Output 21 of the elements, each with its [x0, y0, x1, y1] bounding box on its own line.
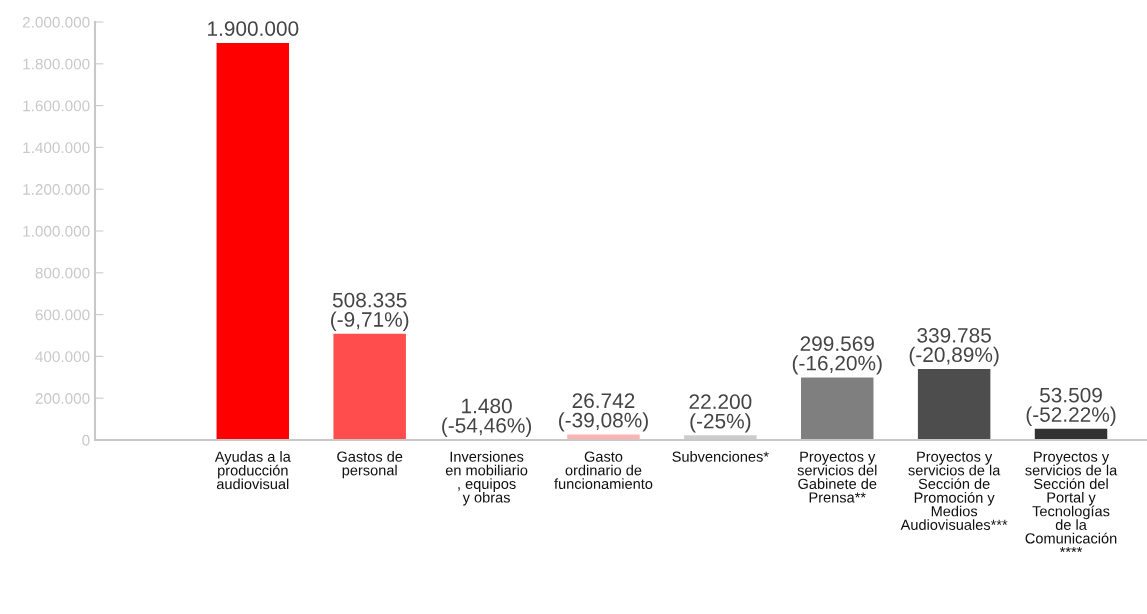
data-label: 339.785 (-20,89%) — [909, 327, 999, 367]
data-label: 299.569 (-16,20%) — [792, 336, 882, 375]
x-tick-label: Proyectos y servicios de la Sección del Portal y Tecnologías de la Comunicación **** — [1025, 451, 1118, 553]
x-tick-label: Ayudas a la producción audiovisual — [214, 451, 291, 490]
x-tick-label: Proyectos y servicios de la Sección de Promoción y Medios Audiovisuales*** — [900, 451, 1008, 530]
bar — [917, 368, 991, 440]
x-tick-label: Gasto ordinario de funcionamiento — [554, 451, 653, 490]
data-label: 22.200 (-25%) — [689, 394, 752, 433]
data-label: 1.900.000 — [208, 21, 299, 36]
bar — [567, 434, 640, 440]
data-label: 508.335 (-9,71%) — [331, 292, 409, 331]
x-tick-label: Proyectos y servicios del Gabinete de Prensa** — [797, 451, 877, 503]
x-tick-label: Subvenciones* — [672, 451, 769, 462]
data-label: 1.480 (-54,46%) — [442, 398, 532, 437]
x-tick-label: Gastos de personal — [337, 451, 403, 479]
data-label: 53.509 (-52.22%) — [1026, 387, 1116, 427]
bar — [333, 333, 406, 440]
data-label: 26.742 (-39,08%) — [559, 393, 648, 432]
bar — [801, 377, 874, 440]
bar — [216, 42, 290, 440]
x-tick-label: Inversiones en mobiliario , equipos y obras — [445, 451, 528, 506]
